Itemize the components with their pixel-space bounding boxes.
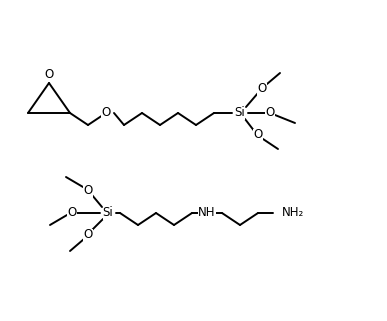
Text: O: O: [83, 185, 92, 197]
Text: NH: NH: [198, 206, 216, 220]
Text: Si: Si: [103, 206, 113, 220]
Text: O: O: [253, 128, 263, 142]
Text: O: O: [101, 107, 111, 119]
Text: O: O: [257, 82, 267, 96]
Text: O: O: [265, 107, 275, 119]
Text: O: O: [83, 229, 92, 241]
Text: Si: Si: [235, 107, 245, 119]
Text: NH₂: NH₂: [282, 206, 304, 220]
Text: O: O: [67, 206, 77, 220]
Text: O: O: [45, 68, 54, 82]
